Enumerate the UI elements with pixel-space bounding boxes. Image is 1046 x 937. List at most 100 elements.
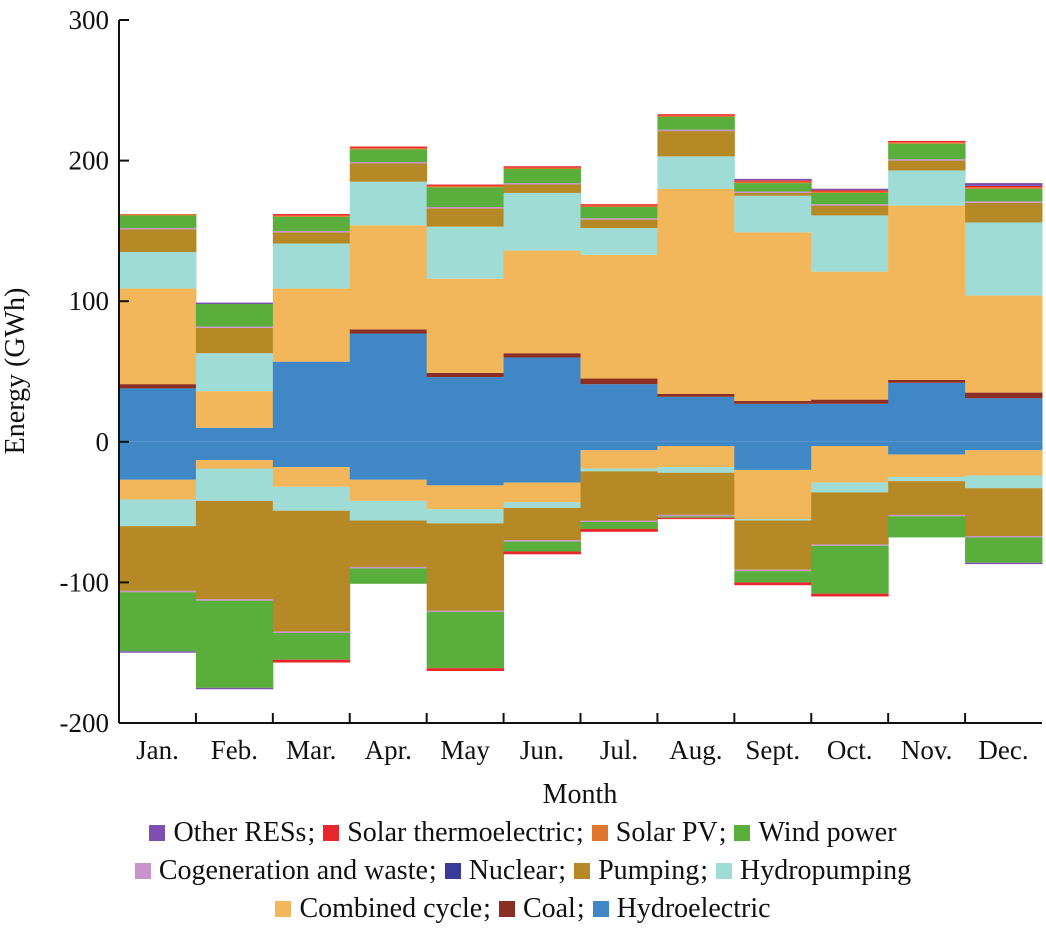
bar-segment-solar-thermoelectric-positive <box>503 166 581 168</box>
bar-segment-combined-cycle-positive <box>349 225 428 330</box>
bar-segment-cogeneration-and-waste-negative <box>503 540 581 542</box>
bar-segment-hydropumping-positive <box>734 195 812 233</box>
legend-separator: ; <box>576 893 585 924</box>
bar-segment-solar-thermoelectric-negative <box>811 593 889 597</box>
bar-segment-solar-pv-positive <box>811 191 889 193</box>
bar-segment-hydropumping-negative <box>503 502 581 508</box>
legend-item-solar-thermoelectric: Solar thermoelectric; <box>323 814 588 852</box>
bar-segment-wind-power-positive <box>426 187 505 207</box>
legend-swatch <box>149 825 166 841</box>
x-tick-label: Mar. <box>286 735 336 765</box>
bar-segment-hydropumping-positive <box>580 228 658 255</box>
bar-segment-cogeneration-and-waste-negative <box>657 514 735 517</box>
bar-segment-hydroelectric-positive <box>272 361 351 442</box>
bar-segment-wind-power-negative <box>119 592 197 652</box>
bar-segment-wind-power-negative <box>580 521 658 529</box>
bar-segment-wind-power-negative <box>811 545 889 594</box>
bar-segment-hydropumping-positive <box>349 181 428 226</box>
bar-segment-wind-power-negative <box>503 541 581 552</box>
bar-segment-solar-pv-positive <box>734 181 812 184</box>
legend-item-other-ress: Other RESs; <box>149 814 319 852</box>
x-tick-label: Nov. <box>901 735 953 765</box>
bar-segment-wind-power-positive <box>888 143 966 160</box>
bar-segment-hydroelectric-negative <box>734 441 812 470</box>
bar-segment-wind-power-positive <box>272 216 351 231</box>
energy-chart: -200 -100 0 100 200 300 Jan. Feb. Mar. Apr. May Ju… <box>0 5 1043 810</box>
bar-segment-cogeneration-and-waste-positive <box>503 183 581 185</box>
legend-item-nuclear: Nuclear; <box>444 852 570 890</box>
bar-segment-cogeneration-and-waste-positive <box>965 201 1043 203</box>
bar-segment-solar-thermoelectric-positive <box>426 184 505 186</box>
bar-segment-hydroelectric-negative <box>426 441 505 486</box>
bar-segment-coal-positive <box>426 372 505 378</box>
bar-segment-wind-power-positive <box>811 192 889 205</box>
bar-segment-hydropumping-positive <box>811 215 889 272</box>
bar-segment-cogeneration-and-waste-negative <box>349 566 428 569</box>
bar-segment-pumping-negative <box>888 481 966 515</box>
bar-segment-cogeneration-and-waste-positive <box>272 230 351 233</box>
legend-item-cogeneration-and-waste: Cogeneration and waste; <box>134 852 441 890</box>
bar-segment-solar-pv-positive <box>503 167 581 170</box>
bar-segment-solar-pv-positive <box>272 215 351 217</box>
bar-segment-pumping-negative <box>349 520 428 567</box>
bar-segment-other-ress-positive <box>734 178 812 181</box>
bar-segment-cogeneration-and-waste-negative <box>888 514 966 517</box>
bar-segment-pumping-positive <box>811 205 889 216</box>
bar-segment-pumping-negative <box>426 523 505 611</box>
bar-segment-hydropumping-negative <box>349 500 428 521</box>
bar-segment-coal-positive <box>734 401 812 404</box>
bar-segment-cogeneration-and-waste-positive <box>888 159 966 161</box>
legend-swatch <box>734 825 751 841</box>
bar-segment-cogeneration-and-waste-negative <box>811 544 889 546</box>
bar-segment-combined-cycle-positive <box>272 288 351 362</box>
bar-segment-combined-cycle-negative <box>349 479 428 501</box>
bar-segment-hydroelectric-positive <box>965 398 1043 442</box>
bar-segment-solar-thermoelectric-negative <box>503 551 581 555</box>
legend-item-pumping: Pumping; <box>574 852 712 890</box>
bar-segment-wind-power-negative <box>349 568 428 584</box>
legend-separator: ; <box>576 817 584 848</box>
bar-segment-coal-positive <box>349 329 428 334</box>
bar-segment-pumping-positive <box>195 327 274 354</box>
x-tick-label: Jan. <box>136 735 179 765</box>
bar-segment-hydroelectric-negative <box>965 441 1043 451</box>
bar-segment-solar-pv-positive <box>657 115 735 118</box>
y-axis-ticks: -200 -100 0 100 200 300 <box>60 5 129 738</box>
bar-segment-solar-thermoelectric-negative <box>272 659 351 663</box>
bar-segment-combined-cycle-positive <box>657 188 735 394</box>
bar-segment-wind-power-negative <box>426 611 505 669</box>
bar-segment-combined-cycle-negative <box>426 485 505 510</box>
bar-segment-hydropumping-positive <box>965 222 1043 296</box>
bar-segment-pumping-positive <box>965 202 1043 223</box>
bar-segment-hydropumping-positive <box>888 170 966 206</box>
x-tick-label: Aug. <box>669 735 722 765</box>
bar-segment-hydropumping-negative <box>965 475 1043 489</box>
legend-item-hydroelectric: Hydroelectric <box>592 890 771 928</box>
legend-separator: ; <box>307 817 316 848</box>
bar-segment-wind-power-positive <box>349 149 428 163</box>
y-tick-label: -200 <box>60 708 110 738</box>
bar-segment-hydroelectric-positive <box>503 357 581 442</box>
stack-areas <box>119 114 1043 690</box>
bar-segment-wind-power-negative <box>195 600 274 688</box>
bar-segment-pumping-positive <box>734 192 812 196</box>
bar-segment-hydroelectric-negative <box>195 441 274 461</box>
legend-label: Nuclear <box>468 855 558 886</box>
bar-segment-pumping-negative <box>965 488 1043 537</box>
bar-segment-coal-positive <box>811 399 889 404</box>
bar-segment-coal-positive <box>580 378 658 385</box>
bar-segment-wind-power-positive <box>119 215 197 229</box>
bar-segment-coal-positive <box>119 384 197 389</box>
bar-segment-hydropumping-negative <box>657 467 735 473</box>
bar-segment-hydroelectric-negative <box>580 441 658 451</box>
legend-item-coal: Coal; <box>498 890 589 928</box>
y-tick-label: -100 <box>60 567 110 597</box>
legend-item-wind-power: Wind power <box>734 814 897 852</box>
x-tick-label: Oct. <box>827 735 873 765</box>
bar-segment-coal-positive <box>965 392 1043 399</box>
bar-segment-pumping-positive <box>580 219 658 229</box>
bar-segment-hydropumping-positive <box>657 156 735 189</box>
x-tick-label: Jun. <box>520 735 564 765</box>
bar-segment-hydroelectric-positive <box>195 427 274 442</box>
legend-item-hydropumping: Hydropumping <box>716 852 911 890</box>
